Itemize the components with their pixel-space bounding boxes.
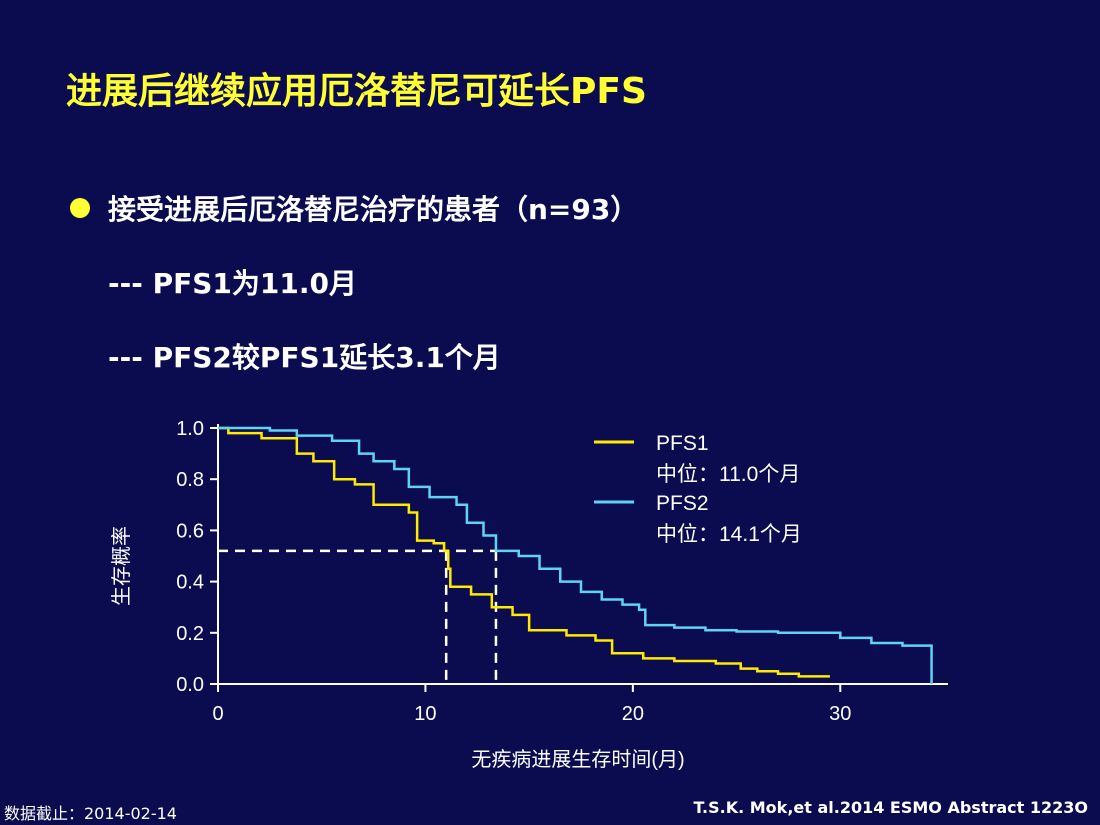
y-tick-label: 0.6: [176, 520, 204, 542]
y-tick-label: 0.2: [176, 623, 204, 645]
bullet-dot-icon: [70, 198, 90, 218]
x-tick-label: 30: [829, 703, 851, 725]
legend-name: PFS1: [656, 432, 709, 455]
x-tick-label: 20: [622, 703, 644, 725]
bullet-point: 接受进展后厄洛替尼治疗的患者（n=93）: [70, 188, 638, 228]
sub-point-pfs2: --- PFS2较PFS1延长3.1个月: [108, 341, 501, 374]
legend-median: 中位：11.0个月: [656, 463, 800, 486]
series-line-pfs2: [218, 426, 933, 684]
sub-point-pfs1: --- PFS1为11.0月: [108, 267, 357, 300]
bullet-text: 接受进展后厄洛替尼治疗的患者（n=93）: [108, 193, 639, 226]
chart-legend: PFS1 中位：11.0个月 PFS2 中位：14.1个月: [594, 432, 802, 546]
legend-name: PFS2: [656, 492, 709, 515]
series-line-pfs1: [218, 426, 830, 678]
x-tick-label: 10: [414, 703, 436, 725]
chart-axes: 0.0 0.2 0.4 0.6 0.8 1.0 0 10 20 30: [176, 418, 948, 725]
y-tick-label: 0.8: [176, 469, 204, 491]
chart-series: [218, 426, 933, 684]
reference-citation: T.S.K. Mok,et al.2014 ESMO Abstract 1223…: [693, 798, 1088, 817]
y-tick-label: 0.0: [176, 674, 204, 696]
y-axis-label: 生存概率: [110, 526, 133, 606]
legend-median: 中位：14.1个月: [656, 523, 802, 546]
y-tick-label: 0.4: [176, 572, 204, 594]
x-axis-label: 无疾病进展生存时间(月): [471, 748, 684, 771]
y-tick-label: 1.0: [176, 418, 204, 440]
median-reference-lines: [218, 549, 498, 684]
data-cutoff-note: 数据截止：2014-02-14: [4, 804, 177, 823]
x-tick-label: 0: [212, 703, 223, 725]
slide-title: 进展后继续应用厄洛替尼可延长PFS: [66, 71, 647, 112]
